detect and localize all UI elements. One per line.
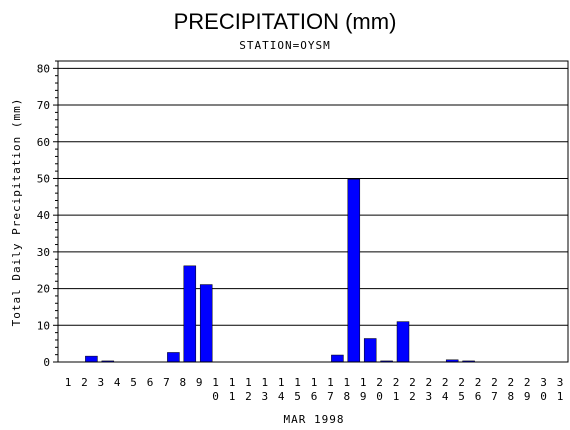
- x-tick-label: 7: [163, 376, 170, 389]
- axes: [53, 60, 569, 363]
- y-tick-labels: 0 10 20 30 40 50 60 70 80: [37, 62, 50, 369]
- bar-day-9: [199, 284, 213, 363]
- y-tick-label: 70: [37, 99, 50, 112]
- y-tick-label: 10: [37, 319, 50, 332]
- bar-day-2: [85, 355, 98, 363]
- x-axis-label: MAR 1998: [284, 413, 345, 426]
- x-tick-label: 9: [196, 376, 203, 389]
- bar-day-18: [347, 178, 361, 363]
- x-tick-label: 5: [130, 376, 137, 389]
- chart-subtitle: STATION=OYSM: [239, 39, 330, 52]
- y-tick-label: 80: [37, 62, 50, 75]
- y-tick-label: 50: [37, 172, 50, 185]
- y-tick-label: 60: [37, 136, 50, 149]
- x-tick-label: 4: [114, 376, 121, 389]
- bar-day-19: [363, 338, 377, 363]
- bars: [85, 178, 475, 363]
- x-tick-label: 3: [97, 376, 104, 389]
- x-tick-label: 8: [179, 376, 186, 389]
- x-tick-label: 2: [81, 376, 88, 389]
- bar-day-17: [331, 354, 344, 363]
- chart-title: PRECIPITATION (mm): [174, 9, 397, 34]
- x-tick-label: 1: [65, 376, 72, 389]
- plot-frame: [57, 60, 569, 363]
- y-tick-label: 30: [37, 246, 50, 259]
- y-tick-label: 20: [37, 283, 50, 296]
- x-tick-labels: 1 2 3 4 5 6 7 8 9 1 01 11 21 31 41 51 61 71 81 92 02 12 22 32 42…: [65, 376, 564, 403]
- y-tick-label: 0: [43, 356, 50, 369]
- bar-day-8: [183, 265, 197, 363]
- y-tick-label: 40: [37, 209, 50, 222]
- bar-day-21: [396, 321, 410, 363]
- x-tick-label: 6: [147, 376, 154, 389]
- grid-lines: [58, 67, 568, 326]
- y-axis-label: Total Daily Precipitation (mm): [10, 98, 23, 327]
- bar-day-7: [167, 352, 180, 363]
